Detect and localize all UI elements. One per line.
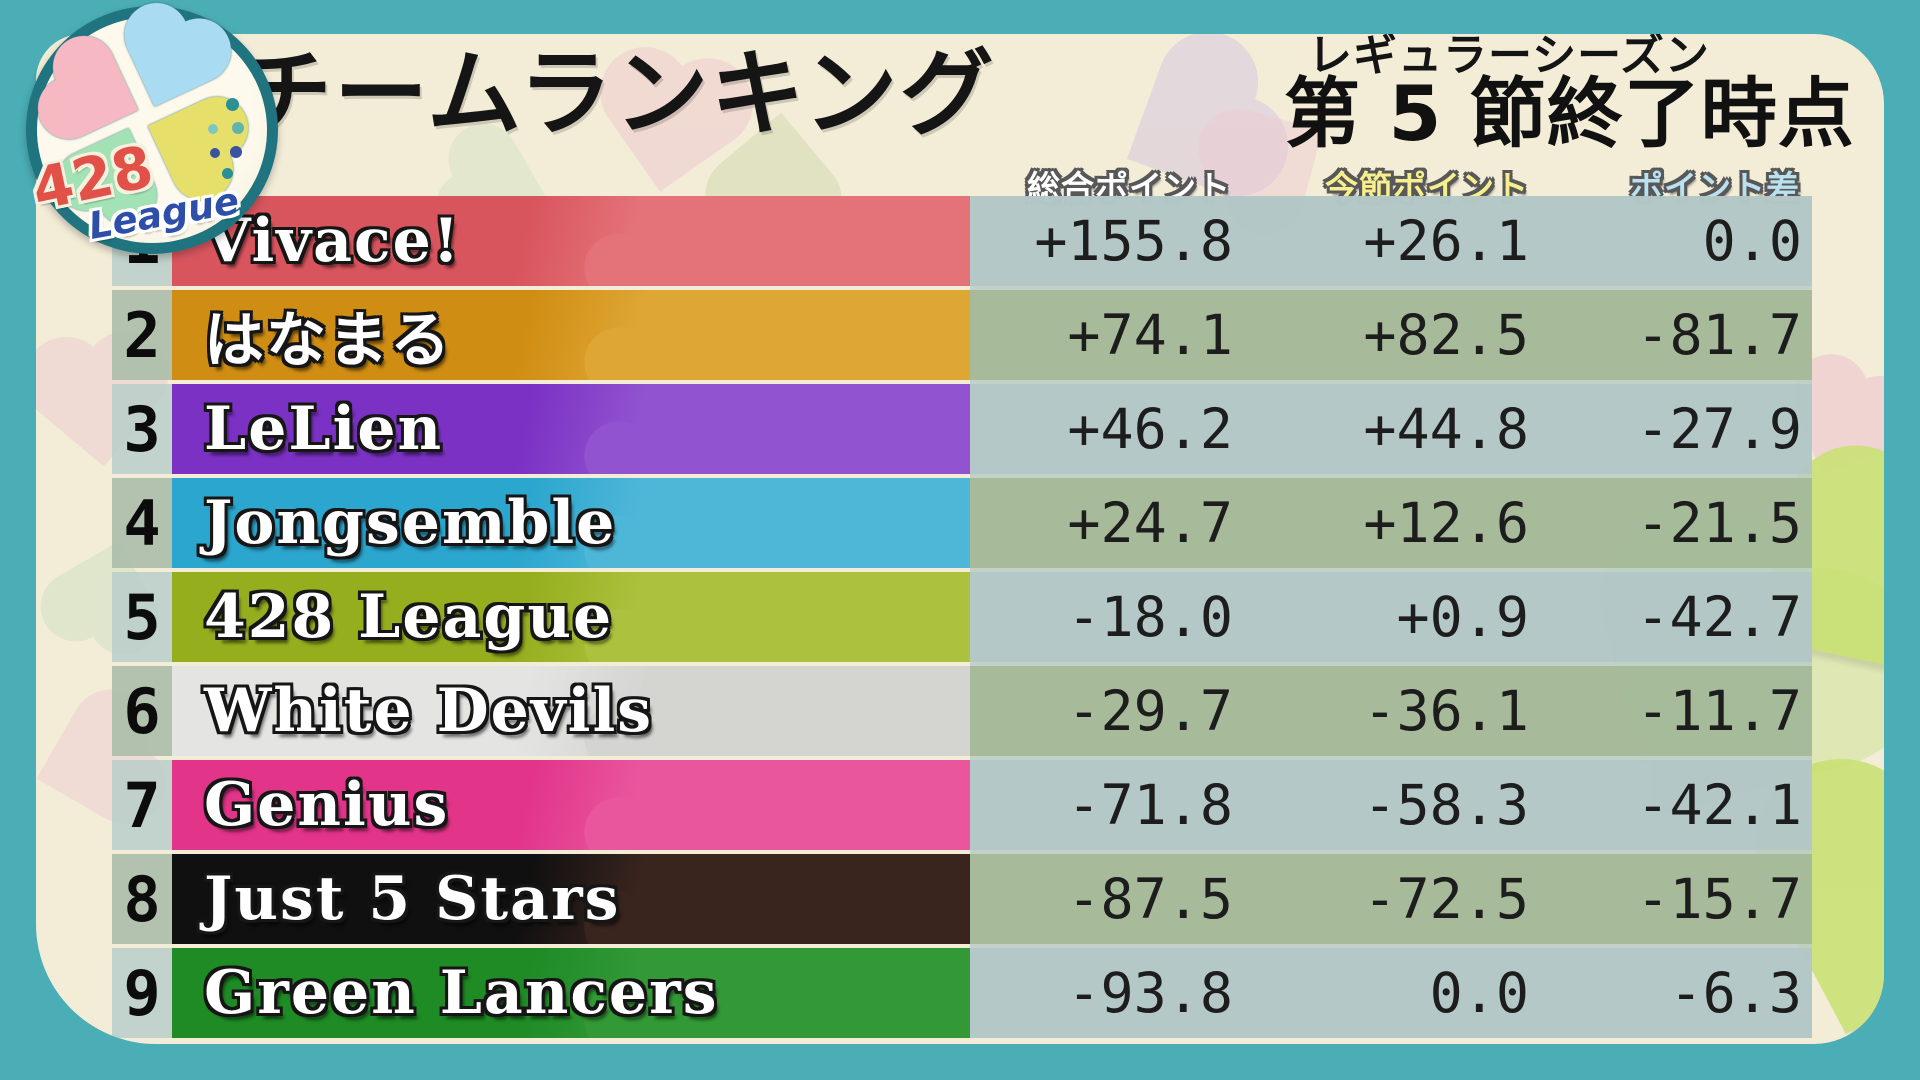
total-points-value: -87.5 xyxy=(970,854,1237,944)
total-points-value: -71.8 xyxy=(970,760,1237,850)
team-name: はなまる xyxy=(204,305,452,376)
rank-cell: 6 xyxy=(112,666,172,756)
team-banner: White Devils xyxy=(172,666,970,756)
team-row: 2 はなまる +74.1 +82.5 -81.7 xyxy=(112,290,1812,380)
logo-dot xyxy=(232,122,244,134)
rank-cell: 8 xyxy=(112,854,172,944)
team-banner: LeLien xyxy=(172,384,970,474)
total-points-value: +74.1 xyxy=(970,290,1237,380)
team-row: 9 Green Lancers -93.8 0.0 -6.3 xyxy=(112,948,1812,1038)
season-label: レギュラーシーズン xyxy=(1308,34,1710,81)
team-banner: Jongsemble xyxy=(172,478,970,568)
team-name: Green Lancers xyxy=(204,958,719,1028)
league-logo: 428 League xyxy=(26,6,278,254)
team-banner: はなまる xyxy=(172,290,970,380)
section-points-value: +82.5 xyxy=(1237,290,1535,380)
section-points-value: +12.6 xyxy=(1237,478,1535,568)
total-points-value: +155.8 xyxy=(970,196,1237,286)
team-name: White Devils xyxy=(204,676,654,746)
logo-dot xyxy=(208,124,218,134)
logo-dot xyxy=(222,168,233,179)
total-points-value: +46.2 xyxy=(970,384,1237,474)
point-diff-value: -11.7 xyxy=(1535,666,1812,756)
total-points-value: +24.7 xyxy=(970,478,1237,568)
team-row: 7 Genius -71.8 -58.3 -42.1 xyxy=(112,760,1812,850)
logo-dot xyxy=(210,148,220,158)
point-diff-value: -15.7 xyxy=(1535,854,1812,944)
total-points-value: -29.7 xyxy=(970,666,1237,756)
team-name: Genius xyxy=(204,770,450,840)
point-diff-value: -21.5 xyxy=(1535,478,1812,568)
point-diff-value: -81.7 xyxy=(1535,290,1812,380)
point-diff-value: -27.9 xyxy=(1535,384,1812,474)
team-row: 1 Vivace! +155.8 +26.1 0.0 xyxy=(112,196,1812,286)
team-name: Jongsemble xyxy=(204,488,617,558)
rank-cell: 7 xyxy=(112,760,172,850)
rank-cell: 9 xyxy=(112,948,172,1038)
section-points-value: -36.1 xyxy=(1237,666,1535,756)
team-row: 4 Jongsemble +24.7 +12.6 -21.5 xyxy=(112,478,1812,568)
rank-cell: 5 xyxy=(112,572,172,662)
team-row: 5 428 League -18.0 +0.9 -42.7 xyxy=(112,572,1812,662)
point-diff-value: -6.3 xyxy=(1535,948,1812,1038)
logo-dot xyxy=(226,98,239,111)
team-banner: 428 League xyxy=(172,572,970,662)
period-label: 第 5 節終了時点 xyxy=(1284,69,1855,158)
team-name: 428 League xyxy=(204,582,614,652)
team-banner: Green Lancers xyxy=(172,948,970,1038)
rank-cell: 4 xyxy=(112,478,172,568)
team-row: 8 Just 5 Stars -87.5 -72.5 -15.7 xyxy=(112,854,1812,944)
team-name: Vivace! xyxy=(204,206,462,276)
section-points-value: -58.3 xyxy=(1237,760,1535,850)
rank-cell: 2 xyxy=(112,290,172,380)
section-points-value: -72.5 xyxy=(1237,854,1535,944)
team-name: Just 5 Stars xyxy=(204,864,621,934)
ranking-table: 1 Vivace! +155.8 +26.1 0.0 2 はなまる +74.1 … xyxy=(112,196,1812,1042)
section-points-value: 0.0 xyxy=(1237,948,1535,1038)
content-panel: チームランキング レギュラーシーズン 第 5 節終了時点 総合ポイント 今節ポイ… xyxy=(36,34,1884,1044)
team-row: 3 LeLien +46.2 +44.8 -27.9 xyxy=(112,384,1812,474)
point-diff-value: -42.7 xyxy=(1535,572,1812,662)
total-points-value: -93.8 xyxy=(970,948,1237,1038)
page-title: チームランキング xyxy=(238,40,996,149)
rank-cell: 3 xyxy=(112,384,172,474)
team-banner: Vivace! xyxy=(172,196,970,286)
team-banner: Genius xyxy=(172,760,970,850)
section-points-value: +44.8 xyxy=(1237,384,1535,474)
point-diff-value: 0.0 xyxy=(1535,196,1812,286)
team-row: 6 White Devils -29.7 -36.1 -11.7 xyxy=(112,666,1812,756)
total-points-value: -18.0 xyxy=(970,572,1237,662)
team-name: LeLien xyxy=(204,394,444,464)
logo-dot xyxy=(230,146,242,158)
point-diff-value: -42.1 xyxy=(1535,760,1812,850)
team-banner: Just 5 Stars xyxy=(172,854,970,944)
section-points-value: +0.9 xyxy=(1237,572,1535,662)
section-points-value: +26.1 xyxy=(1237,196,1535,286)
